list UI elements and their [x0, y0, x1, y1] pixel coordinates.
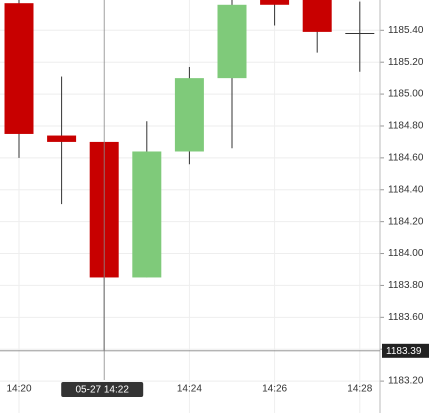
- crosshair-y-box: [382, 343, 429, 358]
- y-tick-label: 1185.20: [388, 57, 424, 68]
- candle-body: [132, 151, 162, 278]
- y-tick-label: 1185.00: [388, 89, 424, 100]
- crosshair-x-box: [61, 382, 144, 397]
- y-tick-label: 1185.40: [388, 25, 424, 36]
- x-tick-label: 14:28: [347, 384, 372, 395]
- candle-body: [174, 78, 204, 152]
- candle-body: [4, 3, 34, 134]
- y-tick-label: 1183.80: [388, 280, 424, 291]
- crosshair-y-label: 1183.39: [386, 346, 422, 357]
- candle-body: [260, 0, 290, 5]
- candle-body: [217, 4, 247, 79]
- y-tick-label: 1184.00: [388, 248, 424, 259]
- y-tick-label: 1184.20: [388, 216, 424, 227]
- x-tick-label: 14:20: [6, 384, 31, 395]
- y-tick-label: 1184.40: [388, 184, 424, 195]
- crosshair-x-label: 05-27 14:22: [76, 385, 130, 396]
- y-tick-label: 1183.60: [388, 312, 424, 323]
- x-tick-label: 14:26: [262, 384, 287, 395]
- candle-body: [47, 135, 77, 142]
- candle-body: [302, 0, 332, 32]
- x-tick-label: 14:24: [177, 384, 202, 395]
- y-tick-label: 1183.20: [388, 376, 424, 387]
- y-tick-label: 1184.60: [388, 153, 424, 164]
- y-tick-label: 1184.80: [388, 121, 424, 132]
